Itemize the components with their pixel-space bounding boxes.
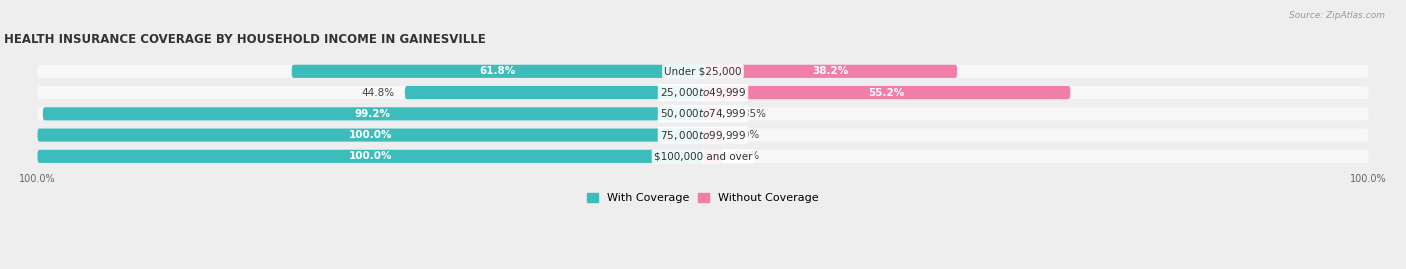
Text: 44.8%: 44.8% bbox=[361, 88, 395, 98]
Text: $25,000 to $49,999: $25,000 to $49,999 bbox=[659, 86, 747, 99]
FancyBboxPatch shape bbox=[38, 150, 703, 163]
Text: 55.2%: 55.2% bbox=[869, 88, 905, 98]
Text: 0.0%: 0.0% bbox=[733, 151, 759, 161]
Text: $50,000 to $74,999: $50,000 to $74,999 bbox=[659, 107, 747, 120]
Text: 0.0%: 0.0% bbox=[733, 130, 759, 140]
Text: $100,000 and over: $100,000 and over bbox=[654, 151, 752, 161]
FancyBboxPatch shape bbox=[703, 107, 723, 121]
Legend: With Coverage, Without Coverage: With Coverage, Without Coverage bbox=[582, 188, 824, 207]
FancyBboxPatch shape bbox=[38, 150, 1368, 163]
FancyBboxPatch shape bbox=[38, 129, 1368, 142]
FancyBboxPatch shape bbox=[291, 65, 703, 78]
FancyBboxPatch shape bbox=[703, 150, 723, 163]
Text: Under $25,000: Under $25,000 bbox=[664, 66, 742, 76]
FancyBboxPatch shape bbox=[38, 129, 703, 142]
Text: 61.8%: 61.8% bbox=[479, 66, 516, 76]
Text: Source: ZipAtlas.com: Source: ZipAtlas.com bbox=[1289, 11, 1385, 20]
Text: 38.2%: 38.2% bbox=[813, 66, 848, 76]
FancyBboxPatch shape bbox=[703, 129, 723, 142]
FancyBboxPatch shape bbox=[703, 86, 1070, 99]
FancyBboxPatch shape bbox=[42, 107, 703, 121]
FancyBboxPatch shape bbox=[703, 65, 957, 78]
Text: 99.2%: 99.2% bbox=[354, 109, 391, 119]
FancyBboxPatch shape bbox=[38, 107, 1368, 121]
Text: 100.0%: 100.0% bbox=[349, 130, 392, 140]
Text: 100.0%: 100.0% bbox=[349, 151, 392, 161]
Text: 0.85%: 0.85% bbox=[733, 109, 766, 119]
FancyBboxPatch shape bbox=[405, 86, 703, 99]
Text: HEALTH INSURANCE COVERAGE BY HOUSEHOLD INCOME IN GAINESVILLE: HEALTH INSURANCE COVERAGE BY HOUSEHOLD I… bbox=[4, 33, 486, 46]
FancyBboxPatch shape bbox=[38, 65, 1368, 78]
FancyBboxPatch shape bbox=[38, 86, 1368, 99]
Text: $75,000 to $99,999: $75,000 to $99,999 bbox=[659, 129, 747, 141]
